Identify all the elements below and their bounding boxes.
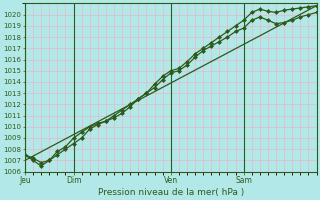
X-axis label: Pression niveau de la mer( hPa ): Pression niveau de la mer( hPa ) xyxy=(98,188,244,197)
